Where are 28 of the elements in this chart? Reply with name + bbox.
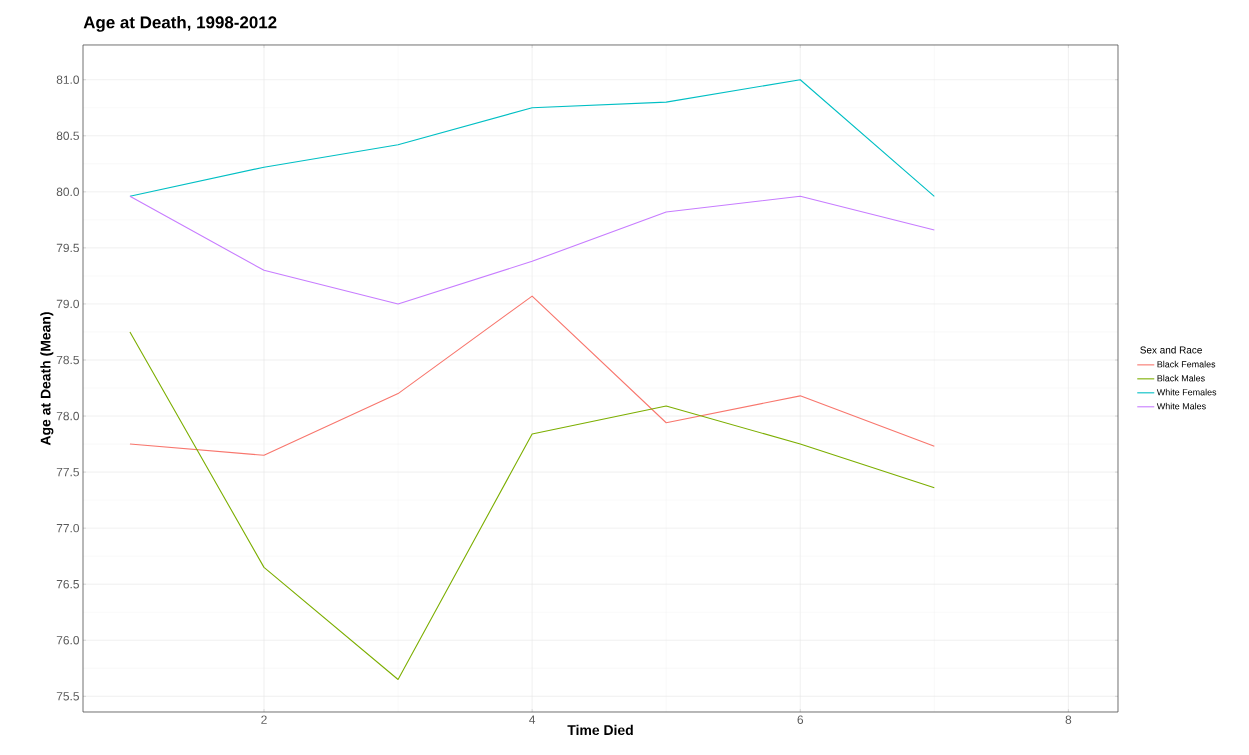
line-series: [129, 295, 935, 456]
line-series: [129, 331, 935, 681]
y-axis-title: Age at Death (Mean): [40, 312, 54, 446]
y-tick-label: 75.5: [56, 692, 79, 701]
x-tick-label: 4: [529, 715, 536, 724]
x-axis-title: Time Died: [567, 724, 633, 736]
y-tick-label: 76.0: [56, 636, 80, 645]
x-tick-label: 6: [797, 715, 804, 724]
legend-label: Black Females: [1157, 360, 1216, 368]
y-tick-label: 76.5: [56, 579, 79, 589]
legend-title: Sex and Race: [1140, 346, 1202, 354]
y-tick-label: 80.5: [56, 131, 79, 141]
y-tick-label: 79.0: [56, 299, 80, 309]
y-tick-label: 81.0: [56, 75, 80, 84]
y-tick-label: 78.5: [56, 355, 79, 365]
legend-label: White Males: [1156, 402, 1206, 410]
y-tick-label: 78.0: [56, 411, 80, 421]
y-tick-label: 79.5: [56, 243, 79, 253]
y-tick-label: 80.0: [56, 187, 80, 197]
legend-label: Black Males: [1157, 374, 1205, 382]
line-series: [129, 195, 935, 305]
y-tick-label: 77.0: [56, 523, 80, 533]
x-tick-label: 8: [1065, 715, 1072, 724]
line-series: [129, 79, 935, 197]
x-tick-label: 2: [261, 715, 267, 724]
legend-label: White Females: [1156, 388, 1217, 396]
y-tick-label: 77.5: [56, 467, 79, 477]
chart-title: Age at Death, 1998-2012: [83, 15, 277, 32]
